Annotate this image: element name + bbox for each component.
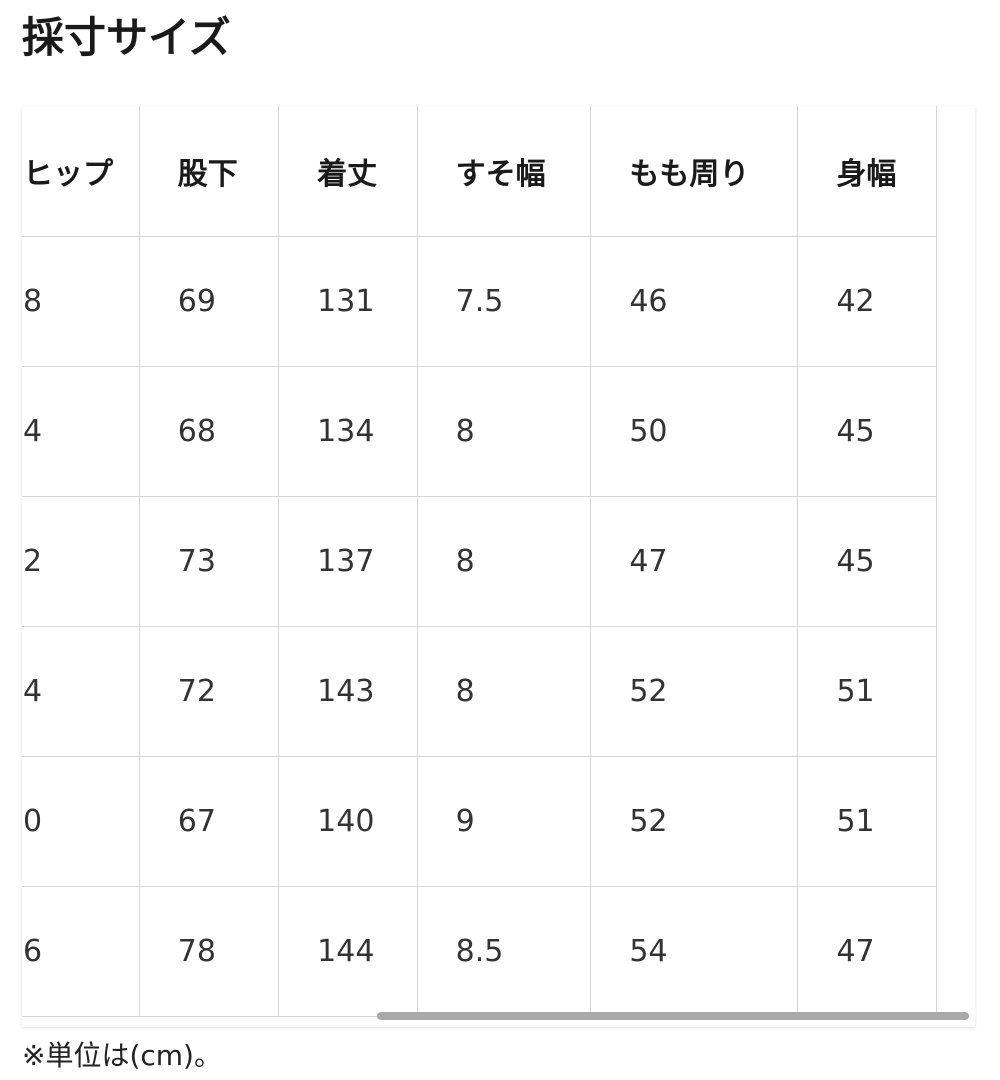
table-cell: 0 xyxy=(22,755,140,887)
column-header: 身幅 xyxy=(797,106,937,237)
table-cell: 45 xyxy=(797,365,937,497)
table-cell: 6 xyxy=(22,885,140,1017)
table-row: 4 68 134 8 50 45 xyxy=(22,365,937,497)
table-cell: 4 xyxy=(22,625,140,757)
table-cell: 143 xyxy=(278,625,418,757)
table-cell: 67 xyxy=(138,755,280,887)
table-cell: 47 xyxy=(797,885,937,1017)
table-cell: 9 xyxy=(416,755,592,887)
table-cell: 8.5 xyxy=(416,885,592,1017)
table-cell: 72 xyxy=(138,625,280,757)
table-cell: 134 xyxy=(278,365,418,497)
table-cell: 51 xyxy=(797,755,937,887)
table-cell: 131 xyxy=(278,235,418,367)
table-row: 0 67 140 9 52 51 xyxy=(22,755,937,887)
table-cell: 73 xyxy=(138,495,280,627)
table-cell: 8 xyxy=(22,235,140,367)
column-header: ヒップ xyxy=(22,106,140,237)
table-cell: 54 xyxy=(590,885,799,1017)
table-row: 8 69 131 7.5 46 42 xyxy=(22,235,937,367)
size-table-scroll-container[interactable]: ヒップ 股下 着丈 すそ幅 もも周り 身幅 8 69 131 7.5 46 42 4 68 134 8 50 4… xyxy=(22,106,975,1027)
table-row: 6 78 144 8.5 54 47 xyxy=(22,885,937,1017)
unit-note: ※単位は(cm)。 xyxy=(22,1039,222,1072)
table-cell: 8 xyxy=(416,495,592,627)
table-header-row: ヒップ 股下 着丈 すそ幅 もも周り 身幅 xyxy=(22,106,937,237)
column-header: もも周り xyxy=(590,106,799,237)
table-cell: 52 xyxy=(590,625,799,757)
table-cell: 50 xyxy=(590,365,799,497)
table-cell: 47 xyxy=(590,495,799,627)
table-cell: 45 xyxy=(797,495,937,627)
table-row: 2 73 137 8 47 45 xyxy=(22,495,937,627)
section-title: 採寸サイズ xyxy=(22,13,231,62)
column-header: 股下 xyxy=(138,106,280,237)
table-cell: 8 xyxy=(416,365,592,497)
table-cell: 144 xyxy=(278,885,418,1017)
table-cell: 140 xyxy=(278,755,418,887)
table-cell: 52 xyxy=(590,755,799,887)
table-cell: 78 xyxy=(138,885,280,1017)
table-row: 4 72 143 8 52 51 xyxy=(22,625,937,757)
table-cell: 7.5 xyxy=(416,235,592,367)
column-header: 着丈 xyxy=(278,106,418,237)
table-cell: 4 xyxy=(22,365,140,497)
table-cell: 8 xyxy=(416,625,592,757)
horizontal-scrollbar[interactable] xyxy=(377,1012,969,1020)
table-cell: 137 xyxy=(278,495,418,627)
table-cell: 69 xyxy=(138,235,280,367)
table-cell: 51 xyxy=(797,625,937,757)
table-cell: 42 xyxy=(797,235,937,367)
size-table: ヒップ 股下 着丈 すそ幅 もも周り 身幅 8 69 131 7.5 46 42 4 68 134 8 50 4… xyxy=(22,106,937,1017)
column-header: すそ幅 xyxy=(416,106,592,237)
table-cell: 68 xyxy=(138,365,280,497)
table-cell: 46 xyxy=(590,235,799,367)
table-cell: 2 xyxy=(22,495,140,627)
